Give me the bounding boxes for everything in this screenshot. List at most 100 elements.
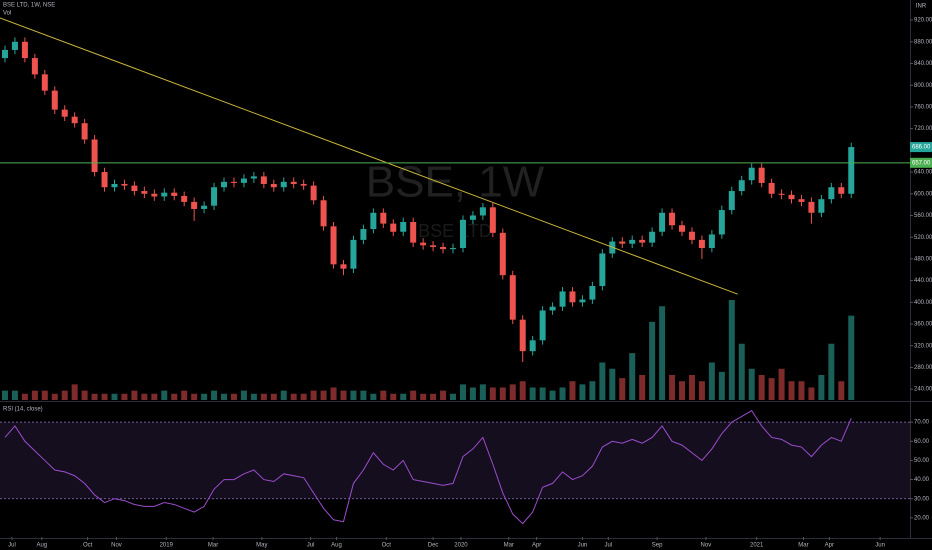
y-tick-label: 360.00	[914, 322, 932, 328]
candle-body	[31, 58, 38, 75]
volume-bar	[679, 381, 686, 400]
volume-bar	[320, 390, 327, 400]
volume-bar	[211, 390, 218, 400]
volume-bar	[549, 390, 556, 400]
volume-label: Vol	[3, 11, 11, 17]
candle-body	[579, 299, 586, 303]
candle-body	[499, 232, 506, 276]
volume-bar	[509, 384, 516, 400]
y-tick-label: 440.00	[914, 278, 932, 284]
candle-body	[768, 182, 775, 194]
candle-body	[81, 123, 88, 140]
volume-bar	[818, 375, 825, 400]
candle-body	[91, 139, 98, 173]
candle-body	[280, 181, 287, 188]
candle-body	[440, 246, 447, 250]
volume-bar	[420, 393, 427, 400]
candle-body	[479, 207, 486, 216]
candle-body	[519, 319, 526, 352]
volume-bar	[748, 368, 755, 400]
last-price-badge	[910, 142, 932, 153]
candle-body	[360, 229, 367, 240]
candle-body	[380, 212, 387, 224]
candle-body	[738, 180, 745, 192]
candle-body	[410, 221, 417, 243]
candle-body	[708, 234, 715, 249]
volume-bar	[360, 390, 367, 400]
volume-bar	[31, 390, 38, 400]
candle-body	[649, 231, 656, 243]
volume-bar	[649, 321, 656, 400]
candle-body	[201, 205, 208, 209]
rsi-y-tick-label: 40.00	[914, 477, 930, 483]
candle-body	[101, 172, 108, 188]
x-tick-label: Dec	[428, 543, 439, 549]
volume-bar	[430, 393, 437, 400]
volume-bar	[659, 306, 666, 400]
volume-bar	[41, 390, 48, 400]
volume-bar	[838, 381, 845, 400]
volume-bar	[529, 387, 536, 400]
candle-body	[370, 212, 377, 230]
volume-bar	[479, 384, 486, 400]
volume-bar	[71, 384, 78, 400]
volume-bar	[280, 390, 287, 400]
volume-bar	[519, 381, 526, 400]
candle-body	[211, 187, 218, 206]
candle-body	[589, 286, 596, 300]
volume-bar	[21, 393, 28, 400]
x-tick-label: Jun	[578, 543, 588, 549]
volume-bar	[758, 375, 765, 400]
y-tick-label: 640.00	[914, 170, 932, 176]
volume-bar	[1, 390, 8, 400]
volume-bar	[260, 393, 267, 400]
volume-bar	[440, 390, 447, 400]
volume-bar	[240, 390, 247, 400]
candle-body	[848, 147, 855, 194]
volume-bar	[708, 362, 715, 400]
x-tick-label: Jul	[307, 543, 315, 549]
candle-body	[151, 193, 158, 197]
candle-body	[529, 340, 536, 352]
x-tick-label: Mar	[798, 543, 808, 549]
volume-bar	[380, 390, 387, 400]
candle-body	[748, 167, 755, 181]
volume-bar	[459, 384, 466, 400]
candle-body	[559, 291, 566, 307]
x-tick-label: Apr	[532, 543, 541, 549]
volume-bar	[400, 393, 407, 400]
volume-bar	[161, 390, 168, 400]
rsi-label: RSI (14, close)	[3, 407, 43, 413]
candle-body	[300, 183, 307, 186]
volume-bar	[609, 368, 616, 400]
candle-body	[599, 253, 606, 287]
chart-title: BSE LTD, 1W, NSE	[3, 3, 55, 9]
candle-body	[450, 248, 457, 250]
candle-body	[758, 167, 765, 183]
x-tick-label: Nov	[111, 543, 122, 549]
volume-bar	[141, 393, 148, 400]
x-tick-label: 2019	[160, 543, 174, 549]
volume-bar	[450, 393, 457, 400]
volume-bar	[370, 393, 377, 400]
candle-body	[669, 212, 676, 226]
volume-bar	[808, 387, 815, 400]
candle-body	[350, 239, 357, 269]
volume-bar	[340, 390, 347, 400]
x-tick-label: Sep	[652, 543, 663, 549]
volume-bar	[738, 343, 745, 400]
volume-bar	[728, 300, 735, 400]
volume-bar	[489, 387, 496, 400]
y-tick-label: 760.00	[914, 104, 932, 110]
candle-body	[41, 74, 48, 91]
rsi-y-tick-label: 70.00	[914, 420, 930, 426]
candle-body	[728, 191, 735, 211]
candle-body	[270, 183, 277, 188]
candle-body	[778, 193, 785, 195]
volume-bar	[91, 393, 98, 400]
y-tick-label: 560.00	[914, 213, 932, 219]
last-price-label: 686.00	[912, 145, 931, 151]
volume-bar	[828, 343, 835, 400]
x-tick-label: May	[256, 543, 267, 549]
candle-body	[430, 245, 437, 247]
